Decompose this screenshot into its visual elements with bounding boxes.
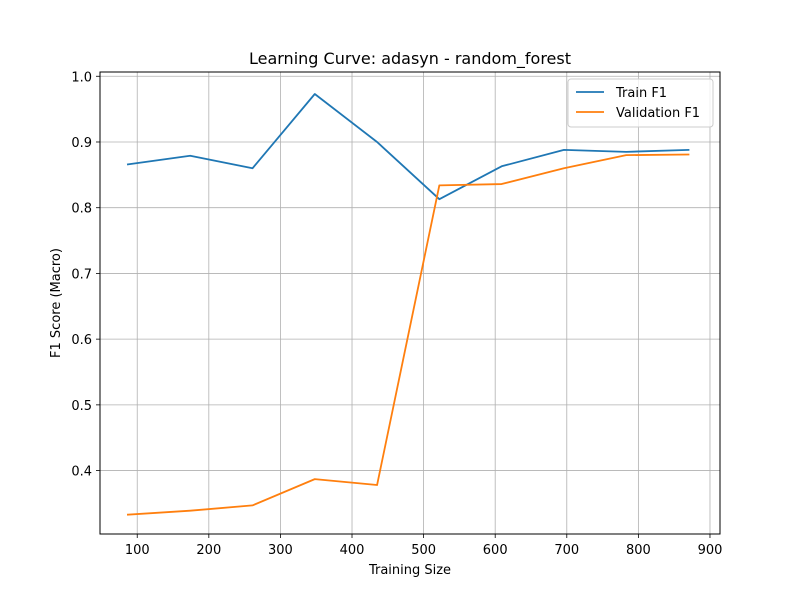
y-tick-label: 0.8 <box>71 202 92 217</box>
x-tick-label: 500 <box>411 543 436 558</box>
x-tick-label: 200 <box>196 543 221 558</box>
legend: Train F1 Validation F1 <box>567 78 714 128</box>
y-tick-label: 1.0 <box>71 70 92 85</box>
legend-label: Train F1 <box>615 86 667 101</box>
x-tick-label: 700 <box>554 543 579 558</box>
x-tick-label: 100 <box>125 543 150 558</box>
series-line-train-f1 <box>126 93 690 201</box>
x-axis-label: Training Size <box>368 563 451 578</box>
legend-box <box>567 78 714 128</box>
x-tick-label: 900 <box>698 543 723 558</box>
y-tick-label: 0.7 <box>71 267 92 282</box>
x-tick-label: 400 <box>340 543 365 558</box>
y-tick-label: 0.6 <box>71 333 92 348</box>
plot-frame <box>99 71 721 535</box>
y-tick-label: 0.9 <box>71 136 92 151</box>
chart-title: Learning Curve: adasyn - random_forest <box>249 49 571 69</box>
y-tick-label: 0.4 <box>71 465 92 480</box>
x-tick-label: 800 <box>626 543 651 558</box>
series-lines <box>126 93 690 516</box>
axis-ticks: 100 200 300 400 500 600 700 800 900 0.4 0.5 0.6 0.7 0… <box>71 70 722 558</box>
x-tick-label: 300 <box>268 543 293 558</box>
y-tick-label: 0.5 <box>71 399 92 414</box>
y-axis-label: F1 Score (Macro) <box>49 248 64 358</box>
series-line-validation-f1 <box>126 153 690 516</box>
legend-label: Validation F1 <box>616 106 700 121</box>
grid <box>100 72 720 534</box>
x-tick-label: 600 <box>483 543 508 558</box>
